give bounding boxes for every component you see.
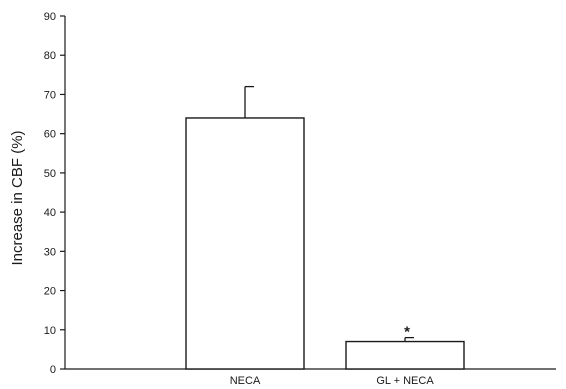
significance-marker-0: * xyxy=(404,324,410,341)
y-axis-title: Increase in CBF (%) xyxy=(9,130,26,265)
plot-area: 0 10 20 30 40 50 60 70 80 90 NECA GL + NECA * xyxy=(44,11,556,387)
y-tick-label-0: 0 xyxy=(50,364,56,376)
y-tick-label-50: 50 xyxy=(44,168,56,180)
bar-0 xyxy=(185,117,305,370)
y-tick-label-60: 60 xyxy=(44,129,56,141)
y-tick-label-90: 90 xyxy=(44,11,56,23)
x-tick-label-1: GL + NECA xyxy=(376,375,434,387)
y-tick-label-30: 30 xyxy=(44,246,56,258)
y-axis-title-group: Increase in CBF (%) xyxy=(9,130,26,265)
y-tick-label-10: 10 xyxy=(44,325,56,337)
y-tick-label-20: 20 xyxy=(44,286,56,298)
y-tick-label-70: 70 xyxy=(44,89,56,101)
x-tick-label-0: NECA xyxy=(230,375,261,387)
y-tick-label-80: 80 xyxy=(44,50,56,62)
bar-1 xyxy=(345,340,465,370)
y-tick-label-40: 40 xyxy=(44,207,56,219)
